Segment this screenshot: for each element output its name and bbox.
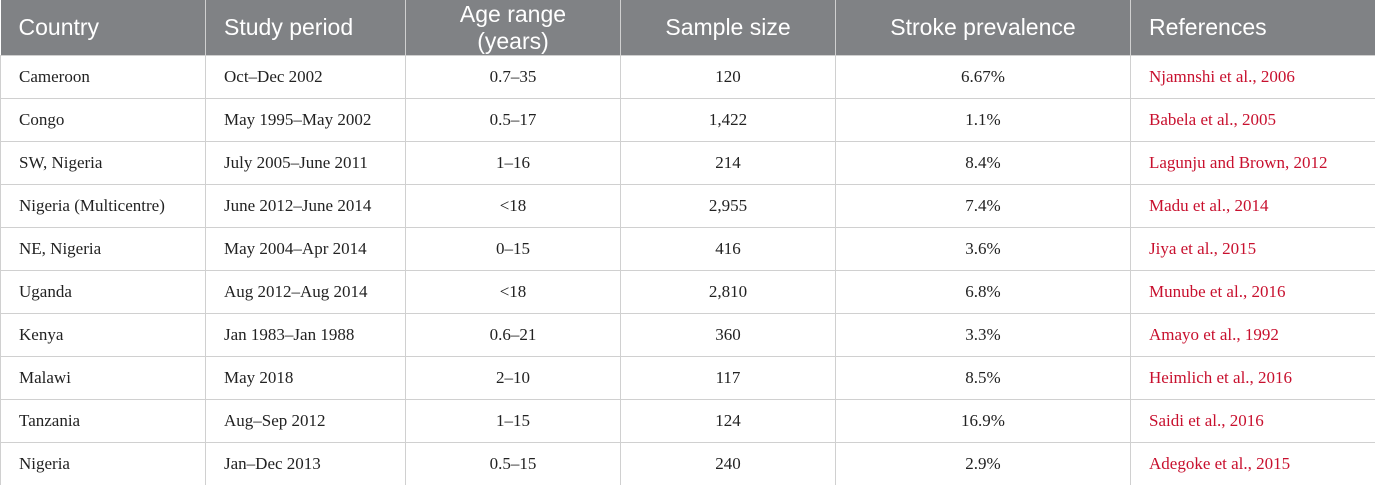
column-header: Stroke prevalence: [835, 0, 1131, 56]
table-cell: 8.5%: [835, 356, 1131, 400]
table-cell: Nigeria (Multicentre): [0, 184, 206, 228]
table-cell: Nigeria: [0, 442, 206, 485]
table-cell: 2,955: [620, 184, 836, 228]
table-cell: 0.7–35: [405, 55, 621, 99]
table-cell: 214: [620, 141, 836, 185]
table-cell: 117: [620, 356, 836, 400]
table-cell: Oct–Dec 2002: [205, 55, 406, 99]
table-cell: Jan 1983–Jan 1988: [205, 313, 406, 357]
table-cell: Kenya: [0, 313, 206, 357]
table-cell: 3.3%: [835, 313, 1131, 357]
table-cell: 1–16: [405, 141, 621, 185]
table-row: SW, Nigeria July 2005–June 2011 1–16 214 8.4…: [0, 141, 1375, 185]
table-cell: 2,810: [620, 270, 836, 314]
column-header: Study period: [205, 0, 406, 56]
column-header: Age range (years): [405, 0, 621, 56]
table-row: Nigeria Jan–Dec 2013 0.5–15 240 2.9% Adegoke …: [0, 442, 1375, 485]
table-cell: SW, Nigeria: [0, 141, 206, 185]
table-row: Uganda Aug 2012–Aug 2014 <18 2,810 6.8% Munub…: [0, 270, 1375, 314]
table-cell: Cameroon: [0, 55, 206, 99]
column-header: References: [1130, 0, 1375, 56]
reference-link[interactable]: Munube et al., 2016: [1130, 270, 1375, 314]
table-cell: Malawi: [0, 356, 206, 400]
table-cell: 7.4%: [835, 184, 1131, 228]
table-cell: 240: [620, 442, 836, 485]
table-cell: 1,422: [620, 98, 836, 142]
reference-link[interactable]: Saidi et al., 2016: [1130, 399, 1375, 443]
table-cell: June 2012–June 2014: [205, 184, 406, 228]
table-row: Kenya Jan 1983–Jan 1988 0.6–21 360 3.3% Amayo…: [0, 313, 1375, 357]
reference-link[interactable]: Jiya et al., 2015: [1130, 227, 1375, 271]
table-cell: NE, Nigeria: [0, 227, 206, 271]
table-cell: Uganda: [0, 270, 206, 314]
column-header: Country: [0, 0, 206, 56]
table-row: Malawi May 2018 2–10 117 8.5% Heimlich et al.…: [0, 356, 1375, 400]
table-cell: May 1995–May 2002: [205, 98, 406, 142]
reference-link[interactable]: Heimlich et al., 2016: [1130, 356, 1375, 400]
table-cell: 0.6–21: [405, 313, 621, 357]
table-row: Cameroon Oct–Dec 2002 0.7–35 120 6.67% Njamns…: [0, 55, 1375, 99]
table-cell: 1–15: [405, 399, 621, 443]
table-cell: 8.4%: [835, 141, 1131, 185]
table-cell: May 2004–Apr 2014: [205, 227, 406, 271]
table-cell: 124: [620, 399, 836, 443]
column-header: Sample size: [620, 0, 836, 56]
table-cell: 0–15: [405, 227, 621, 271]
table-cell: 0.5–17: [405, 98, 621, 142]
table-row: Nigeria (Multicentre) June 2012–June 2014…: [0, 184, 1375, 228]
table-row: Tanzania Aug–Sep 2012 1–15 124 16.9% Saidi et…: [0, 399, 1375, 443]
table-cell: 2–10: [405, 356, 621, 400]
table-cell: Jan–Dec 2013: [205, 442, 406, 485]
table-cell: <18: [405, 184, 621, 228]
table-cell: 6.67%: [835, 55, 1131, 99]
table-cell: 6.8%: [835, 270, 1131, 314]
table-cell: 0.5–15: [405, 442, 621, 485]
table-cell: Tanzania: [0, 399, 206, 443]
table-cell: 3.6%: [835, 227, 1131, 271]
table-cell: 2.9%: [835, 442, 1131, 485]
table-cell: Aug–Sep 2012: [205, 399, 406, 443]
reference-link[interactable]: Babela et al., 2005: [1130, 98, 1375, 142]
table-cell: 16.9%: [835, 399, 1131, 443]
reference-link[interactable]: Njamnshi et al., 2006: [1130, 55, 1375, 99]
header-row: Country Study period Age range (years) Samp…: [0, 0, 1375, 56]
reference-link[interactable]: Lagunju and Brown, 2012: [1130, 141, 1375, 185]
table-cell: Congo: [0, 98, 206, 142]
table-row: Congo May 1995–May 2002 0.5–17 1,422 1.1% Bab…: [0, 98, 1375, 142]
reference-link[interactable]: Amayo et al., 1992: [1130, 313, 1375, 357]
table-cell: 1.1%: [835, 98, 1131, 142]
reference-link[interactable]: Adegoke et al., 2015: [1130, 442, 1375, 485]
reference-link[interactable]: Madu et al., 2014: [1130, 184, 1375, 228]
table-body: Cameroon Oct–Dec 2002 0.7–35 120 6.67% Njamns…: [0, 55, 1375, 485]
table-cell: Aug 2012–Aug 2014: [205, 270, 406, 314]
table-cell: May 2018: [205, 356, 406, 400]
table-cell: 416: [620, 227, 836, 271]
table-row: NE, Nigeria May 2004–Apr 2014 0–15 416 3.6% J…: [0, 227, 1375, 271]
table-cell: 120: [620, 55, 836, 99]
table-cell: <18: [405, 270, 621, 314]
table-cell: 360: [620, 313, 836, 357]
table-cell: July 2005–June 2011: [205, 141, 406, 185]
